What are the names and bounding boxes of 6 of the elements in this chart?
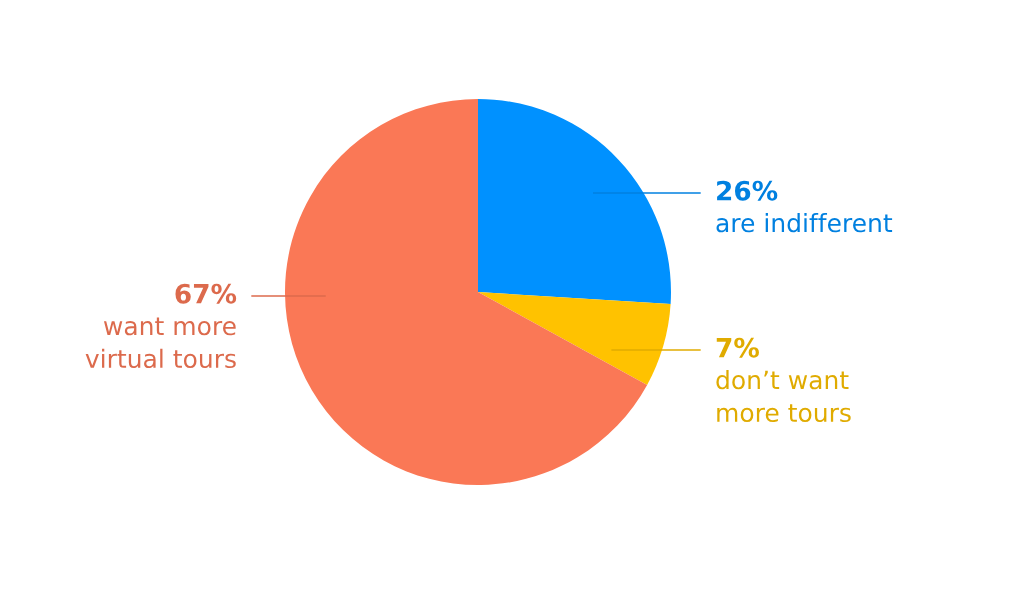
slice-label: want more virtual tours xyxy=(85,317,236,369)
data-label: 67% xyxy=(175,283,237,304)
slice-label: are indifferent xyxy=(716,213,893,233)
slice-label: don’t want more tours xyxy=(716,370,851,423)
data-label: 26% xyxy=(717,180,778,201)
data-label: 7% xyxy=(716,337,759,358)
